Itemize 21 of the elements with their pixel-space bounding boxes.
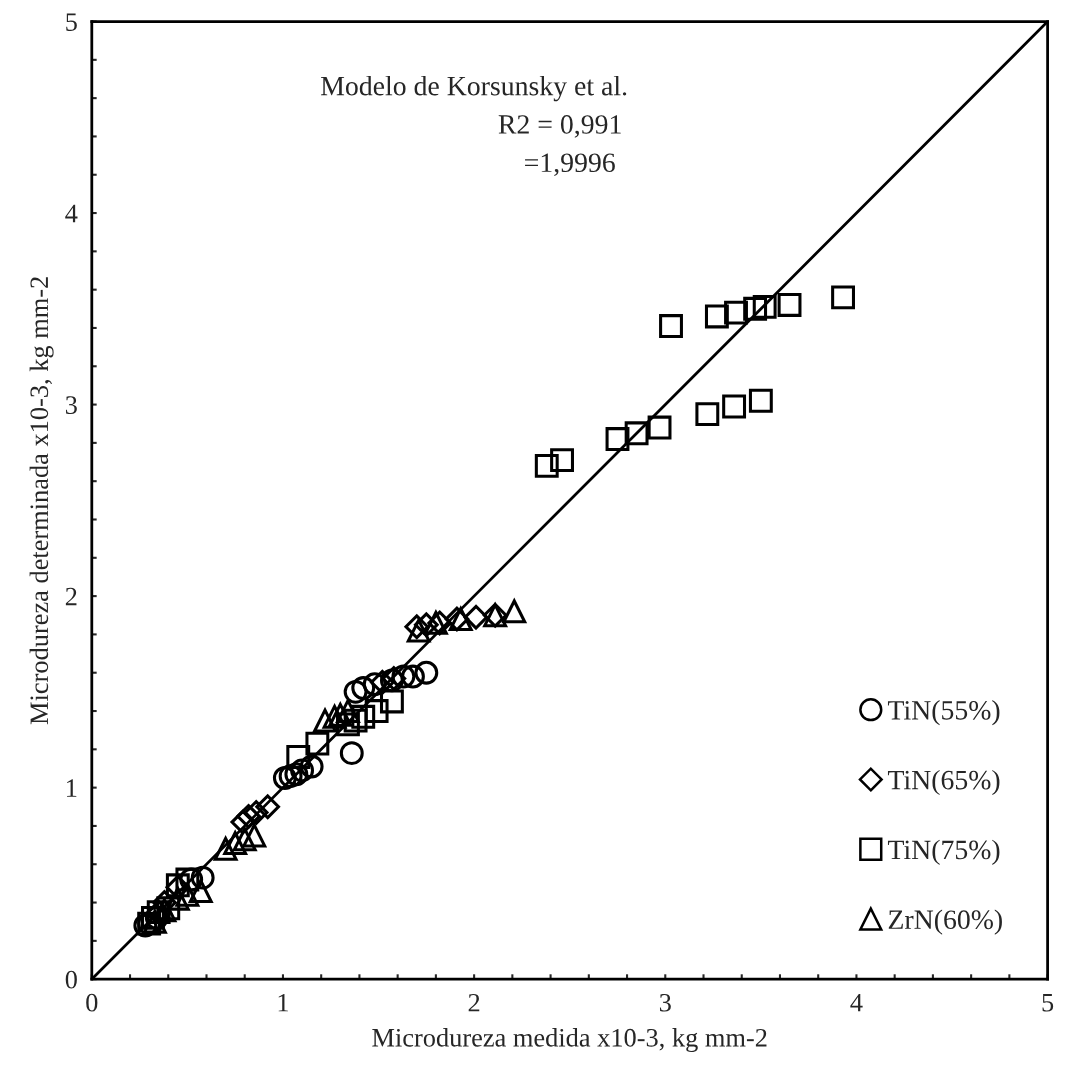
x-tick-label: 2	[468, 993, 480, 1012]
y-tick-label: 1	[67, 779, 77, 797]
x-axis-title: Microdureza medida x10-3, kg mm-2	[372, 1028, 767, 1053]
annotation: Modelo de Korsunsky et al.	[321, 75, 627, 102]
legend-label: TiN(65%)	[887, 769, 1000, 796]
x-tick-label: 4	[850, 993, 863, 1012]
y-tick-label: 5	[66, 13, 77, 31]
y-tick-label: 0	[65, 970, 77, 989]
y-axis-title: Microdureza determinada x10-3, kg mm-2	[29, 277, 54, 725]
x-tick-label: 1	[278, 993, 288, 1012]
x-tick-label: 0	[86, 993, 98, 1012]
legend-label: TiN(55%)	[887, 700, 1000, 726]
legend-label: TiN(75%)	[887, 839, 1000, 865]
x-tick-label: 3	[659, 993, 671, 1012]
y-tick-label: 3	[65, 396, 77, 414]
legend-label: ZrN(60%)	[888, 909, 1002, 935]
x-tick-label: 5	[1042, 994, 1054, 1012]
y-tick-label: 4	[65, 204, 78, 223]
annotation: R2 = 0,991	[498, 115, 621, 138]
y-tick-label: 2	[65, 587, 77, 606]
annotation: =1,9996	[525, 153, 615, 177]
